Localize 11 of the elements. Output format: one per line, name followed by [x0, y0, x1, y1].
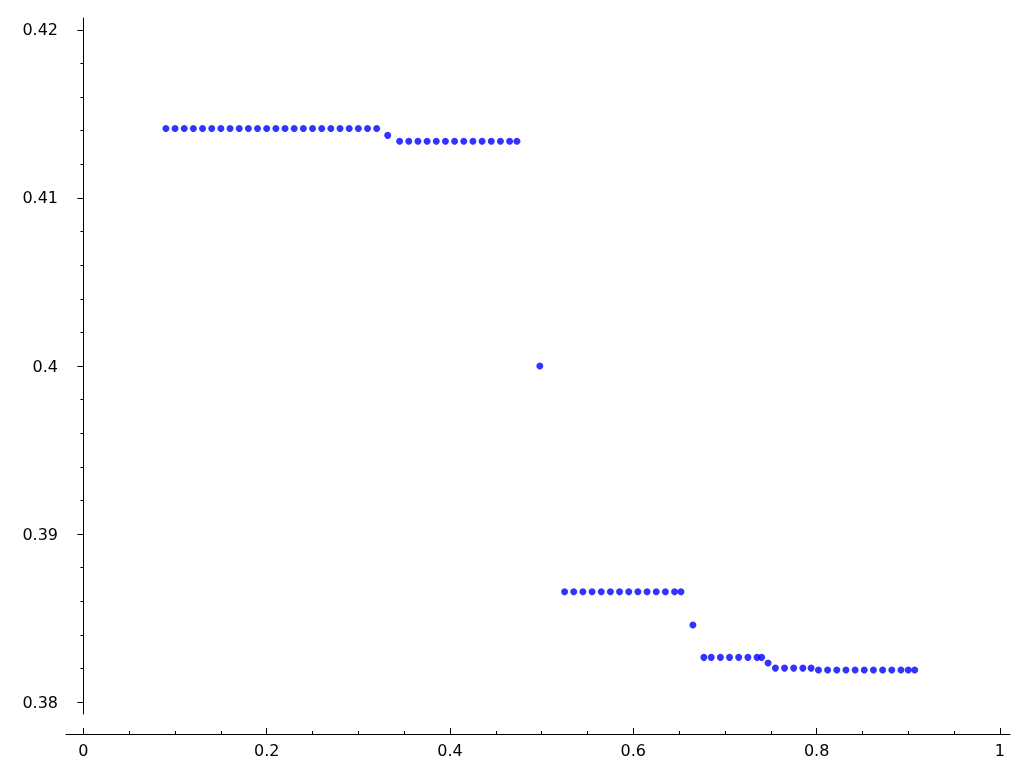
y-tick-label: 0.4 — [32, 356, 58, 376]
x-tick-label: 0.2 — [253, 740, 280, 760]
x-tick-label: 0 — [78, 740, 89, 760]
y-tick-label: 0.41 — [22, 188, 58, 208]
x-tick-label: 0.6 — [620, 740, 647, 760]
x-tick-label: 0.4 — [437, 740, 463, 760]
y-tick-label: 0.39 — [22, 524, 58, 544]
y-tick-label: 0.38 — [22, 692, 58, 712]
x-tick-label: 0.8 — [803, 740, 830, 760]
y-tick-label: 0.42 — [22, 20, 58, 40]
x-tick-label: 1 — [994, 740, 1006, 760]
